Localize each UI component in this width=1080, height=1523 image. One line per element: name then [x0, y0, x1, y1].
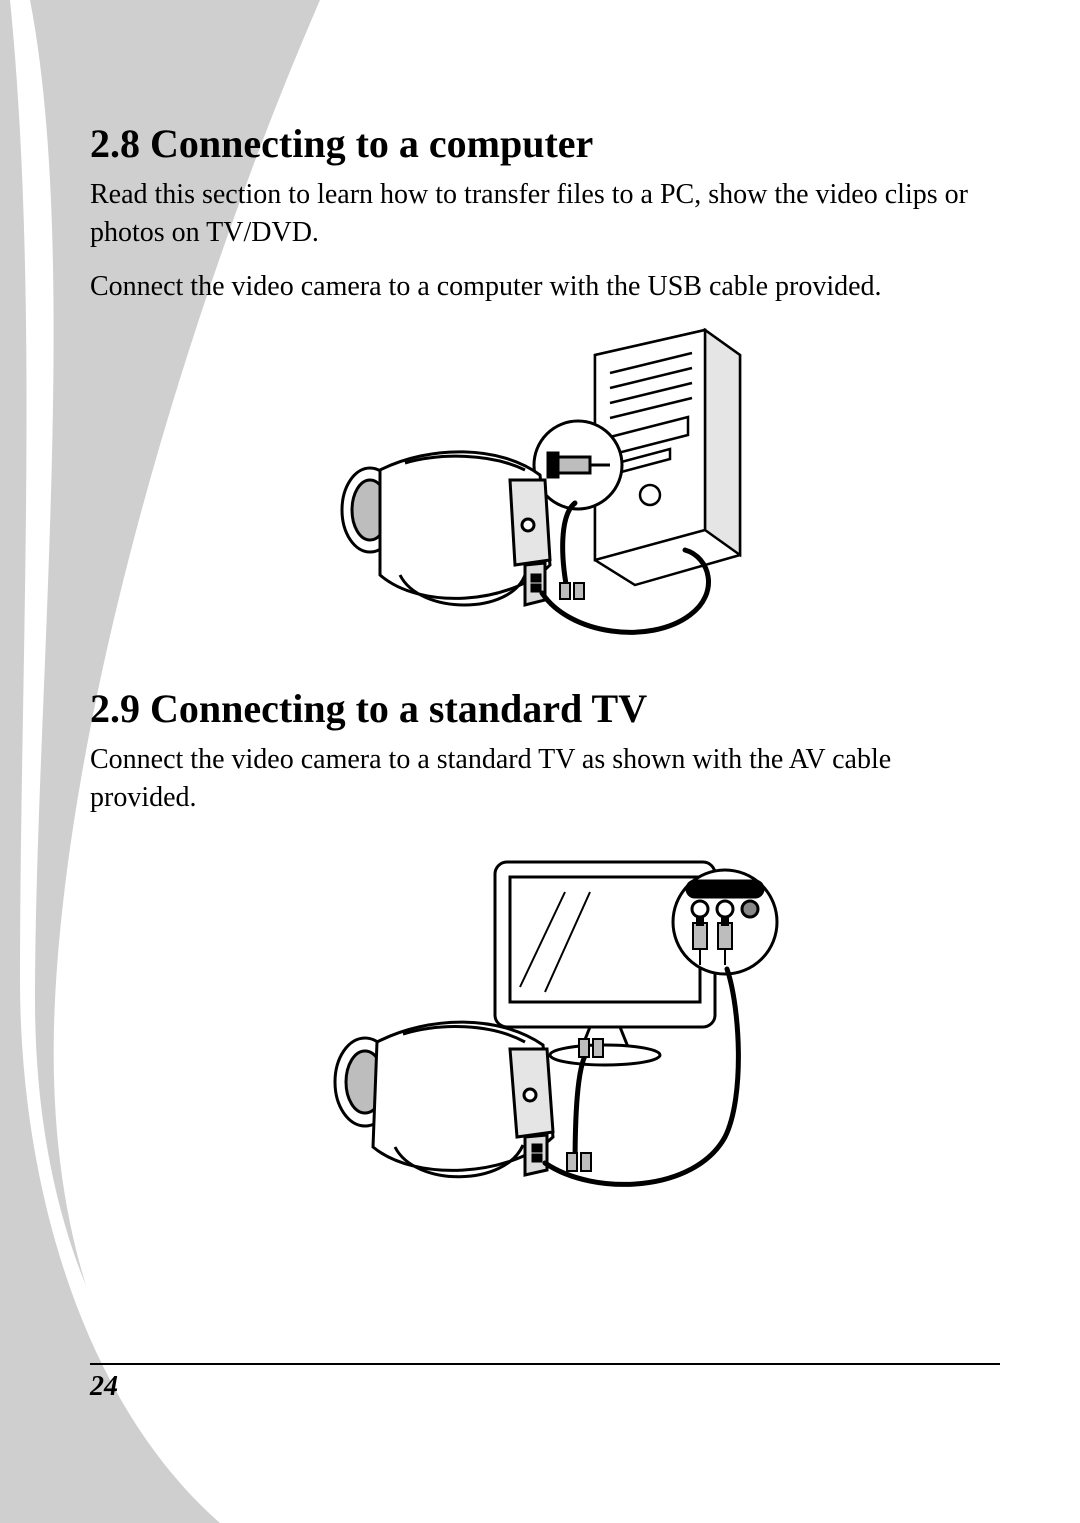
- page-content: 2.8 Connecting to a computer Read this s…: [0, 0, 1080, 1197]
- section-2-8: 2.8 Connecting to a computer Read this s…: [90, 120, 1000, 645]
- illustration-camera-to-tv: Video Audio: [90, 837, 1000, 1197]
- av-label-audio: Audio: [739, 885, 762, 895]
- manual-page: 2.8 Connecting to a computer Read this s…: [0, 0, 1080, 1523]
- section-2-9: 2.9 Connecting to a standard TV Connect …: [90, 685, 1000, 1197]
- section-paragraph: Connect the video camera to a computer w…: [90, 268, 1000, 306]
- page-number: 24: [90, 1371, 118, 1402]
- section-paragraph: Read this section to learn how to transf…: [90, 176, 1000, 252]
- illustration-camera-to-computer: [90, 325, 1000, 645]
- section-paragraph: Connect the video camera to a standard T…: [90, 741, 1000, 817]
- page-footer: 24: [90, 1363, 1000, 1403]
- section-heading: 2.8 Connecting to a computer: [90, 120, 1000, 168]
- section-heading: 2.9 Connecting to a standard TV: [90, 685, 1000, 733]
- av-label-video: Video: [705, 885, 728, 895]
